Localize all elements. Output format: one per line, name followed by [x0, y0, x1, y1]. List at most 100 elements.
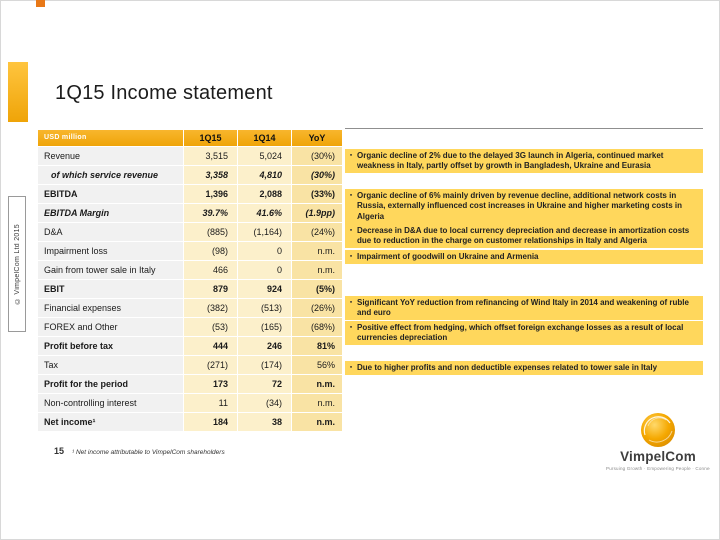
- value-cell: n.m.: [292, 413, 342, 431]
- value-cell: (174): [238, 356, 291, 374]
- table-row: Net income¹ 184 38 n.m.: [38, 413, 342, 431]
- slide-title: 1Q15 Income statement: [55, 82, 273, 104]
- annotation-text: Due to higher profits and non deductible…: [357, 362, 658, 372]
- table-row: Profit for the period 173 72 n.m.: [38, 375, 342, 393]
- annotation-impairment: Impairment of goodwill on Ukraine and Ar…: [345, 250, 703, 264]
- row-label: of which service revenue: [38, 166, 183, 184]
- value-cell: (24%): [292, 223, 342, 241]
- annotation-text: Organic decline of 6% mainly driven by r…: [357, 190, 682, 221]
- table-row: D&A (885) (1,164) (24%): [38, 223, 342, 241]
- value-cell: 3,358: [184, 166, 237, 184]
- col-header-1q15: 1Q15: [184, 130, 237, 146]
- value-cell: 81%: [292, 337, 342, 355]
- col-header-usd-million: USD million: [38, 130, 183, 146]
- value-cell: 3,515: [184, 147, 237, 165]
- annotation-financial-expenses: Significant YoY reduction from refinanci…: [345, 296, 703, 320]
- value-cell: (68%): [292, 318, 342, 336]
- footnote: ¹ Net income attributable to VimpelCom s…: [72, 449, 225, 456]
- annotation-da: Decrease in D&A due to local currency de…: [345, 224, 703, 248]
- income-table-body: Revenue 3,515 5,024 (30%) of which service r…: [38, 147, 342, 431]
- table-row: EBIT 879 924 (5%): [38, 280, 342, 298]
- annotations-top-divider: [345, 128, 703, 129]
- table-row: FOREX and Other (53) (165) (68%): [38, 318, 342, 336]
- row-label: Impairment loss: [38, 242, 183, 260]
- value-cell: (1,164): [238, 223, 291, 241]
- value-cell: (34): [238, 394, 291, 412]
- value-cell: (30%): [292, 147, 342, 165]
- value-cell: 0: [238, 242, 291, 260]
- value-cell: (53): [184, 318, 237, 336]
- annotation-revenue: Organic decline of 2% due to the delayed…: [345, 149, 703, 173]
- row-label: Profit for the period: [38, 375, 183, 393]
- page-number: 15: [54, 446, 65, 456]
- value-cell: (271): [184, 356, 237, 374]
- bullet-icon: [345, 298, 357, 319]
- bullet-icon: [345, 151, 357, 172]
- row-label: Profit before tax: [38, 337, 183, 355]
- table-row: Financial expenses (382) (513) (26%): [38, 299, 342, 317]
- annotation-text: Decrease in D&A due to local currency de…: [357, 225, 690, 246]
- col-header-yoy: YoY: [292, 130, 342, 146]
- value-cell: 38: [238, 413, 291, 431]
- table-row: EBITDA 1,396 2,088 (33%): [38, 185, 342, 203]
- value-cell: 56%: [292, 356, 342, 374]
- value-cell: 72: [238, 375, 291, 393]
- value-cell: (98): [184, 242, 237, 260]
- annotation-text: Significant YoY reduction from refinanci…: [357, 297, 689, 318]
- row-label: Gain from tower sale in Italy: [38, 261, 183, 279]
- table-row: Revenue 3,515 5,024 (30%): [38, 147, 342, 165]
- copyright-text: © VimpelCom Ltd 2015: [13, 223, 21, 305]
- row-label: Non-controlling interest: [38, 394, 183, 412]
- col-header-1q14: 1Q14: [238, 130, 291, 146]
- bullet-icon: [345, 252, 357, 263]
- row-label: EBITDA Margin: [38, 204, 183, 222]
- value-cell: 41.6%: [238, 204, 291, 222]
- table-row: Profit before tax 444 246 81%: [38, 337, 342, 355]
- table-row: EBITDA Margin 39.7% 41.6% (1.9pp): [38, 204, 342, 222]
- income-statement-table: USD million 1Q15 1Q14 YoY Revenue 3,515 5,…: [38, 130, 342, 432]
- copyright-vertical-box: © VimpelCom Ltd 2015: [8, 196, 26, 332]
- value-cell: 1,396: [184, 185, 237, 203]
- value-cell: 246: [238, 337, 291, 355]
- annotation-text: Impairment of goodwill on Ukraine and Ar…: [357, 251, 539, 261]
- vimpelcom-logo: VimpelCom Pursuing Growth · Empowering P…: [606, 412, 710, 471]
- table-header-row: USD million 1Q15 1Q14 YoY: [38, 130, 342, 146]
- value-cell: 173: [184, 375, 237, 393]
- logo-wordmark: VimpelCom: [620, 449, 696, 464]
- slide-corner-marker: [36, 0, 45, 7]
- value-cell: n.m.: [292, 375, 342, 393]
- row-label: FOREX and Other: [38, 318, 183, 336]
- bullet-icon: [345, 323, 357, 344]
- value-cell: (26%): [292, 299, 342, 317]
- value-cell: n.m.: [292, 261, 342, 279]
- value-cell: 11: [184, 394, 237, 412]
- row-label: EBITDA: [38, 185, 183, 203]
- annotation-ebitda: Organic decline of 6% mainly driven by r…: [345, 189, 703, 224]
- row-label: Revenue: [38, 147, 183, 165]
- value-cell: (165): [238, 318, 291, 336]
- value-cell: 0: [238, 261, 291, 279]
- bullet-icon: [345, 226, 357, 247]
- bullet-icon: [345, 363, 357, 374]
- table-row: Impairment loss (98) 0 n.m.: [38, 242, 342, 260]
- annotation-text: Organic decline of 2% due to the delayed…: [357, 150, 664, 171]
- value-cell: 39.7%: [184, 204, 237, 222]
- row-label: Financial expenses: [38, 299, 183, 317]
- value-cell: (885): [184, 223, 237, 241]
- value-cell: (1.9pp): [292, 204, 342, 222]
- value-cell: 466: [184, 261, 237, 279]
- value-cell: 924: [238, 280, 291, 298]
- row-label: Tax: [38, 356, 183, 374]
- value-cell: (33%): [292, 185, 342, 203]
- value-cell: (513): [238, 299, 291, 317]
- table-row: Non-controlling interest 11 (34) n.m.: [38, 394, 342, 412]
- value-cell: 5,024: [238, 147, 291, 165]
- annotation-tax: Due to higher profits and non deductible…: [345, 361, 703, 375]
- table-row: Tax (271) (174) 56%: [38, 356, 342, 374]
- bullet-icon: [345, 191, 357, 223]
- row-label: D&A: [38, 223, 183, 241]
- value-cell: 184: [184, 413, 237, 431]
- row-label: EBIT: [38, 280, 183, 298]
- value-cell: 4,810: [238, 166, 291, 184]
